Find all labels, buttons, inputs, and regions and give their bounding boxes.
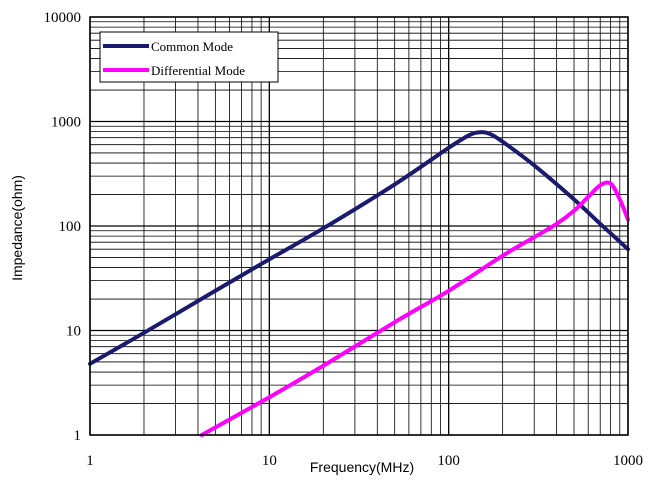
x-tick-labels: 1 10 100 1000	[86, 453, 643, 469]
y-tick-label: 1000	[51, 115, 81, 131]
x-axis-title: Frequency(MHz)	[310, 459, 414, 475]
y-tick-label: 1	[74, 428, 82, 444]
y-tick-label: 100	[59, 219, 82, 235]
legend-label-common-mode: Common Mode	[151, 39, 233, 54]
y-axis-title: Impedance(ohm)	[9, 175, 25, 281]
series-line-differential-mode	[199, 180, 630, 437]
legend-label-differential-mode: Differential Mode	[151, 63, 245, 78]
series-layer	[88, 130, 630, 437]
y-tick-label: 10	[66, 324, 81, 340]
series-line-common-mode	[88, 130, 630, 366]
x-tick-label: 1000	[613, 453, 643, 469]
x-tick-label: 10	[262, 453, 277, 469]
y-tick-label: 10000	[44, 10, 82, 26]
legend-box	[99, 31, 279, 83]
x-tick-label: 1	[86, 453, 94, 469]
plot-frame	[89, 16, 629, 436]
legend: Common Mode Differential Mode	[99, 31, 279, 83]
y-tick-labels: 1 10 100 1000 10000	[44, 10, 82, 444]
x-tick-label: 100	[437, 453, 460, 469]
